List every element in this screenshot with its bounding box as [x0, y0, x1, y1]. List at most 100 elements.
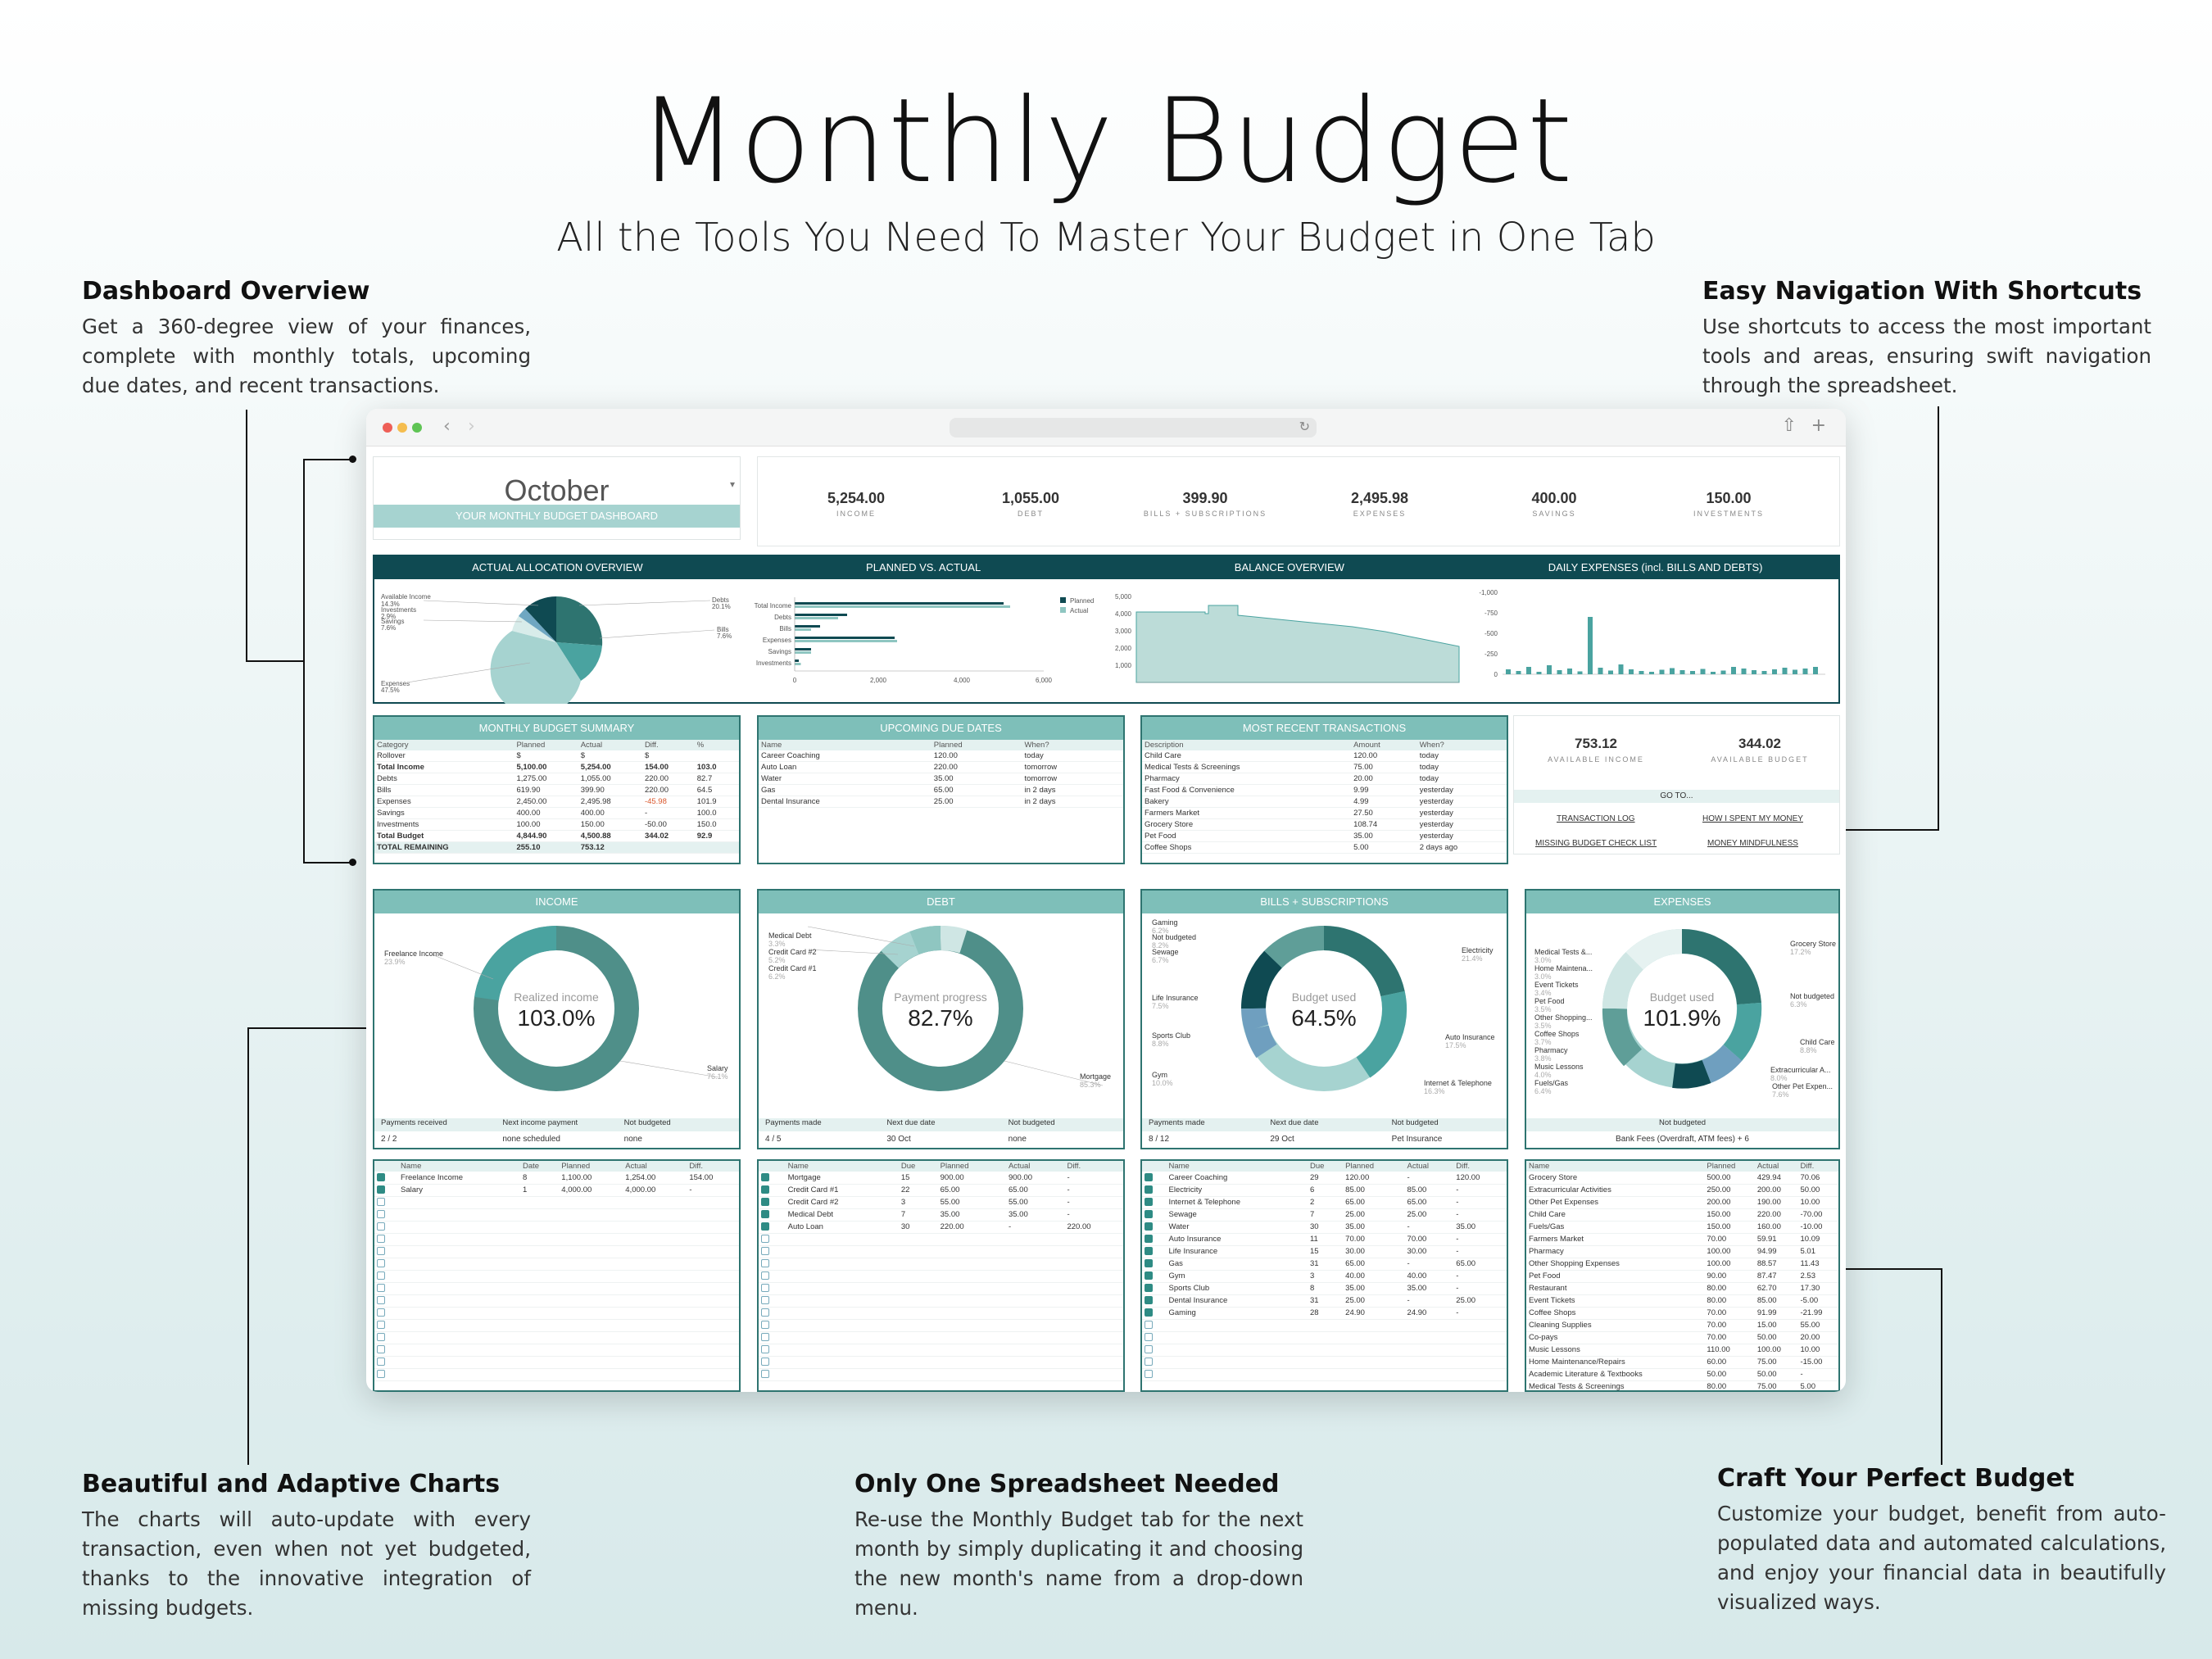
empty-cell[interactable]	[937, 1356, 1006, 1369]
empty-cell[interactable]	[898, 1282, 938, 1295]
paid-checkbox[interactable]	[761, 1296, 769, 1305]
paid-checkbox[interactable]	[1145, 1370, 1153, 1379]
empty-cell[interactable]	[519, 1331, 560, 1344]
empty-cell[interactable]	[559, 1258, 623, 1271]
empty-cell[interactable]	[623, 1368, 687, 1381]
empty-cell[interactable]	[1064, 1331, 1123, 1344]
empty-cell[interactable]	[519, 1208, 560, 1222]
paid-checkbox[interactable]	[761, 1173, 769, 1182]
empty-cell[interactable]	[1064, 1258, 1123, 1271]
empty-cell[interactable]	[687, 1319, 739, 1332]
empty-cell[interactable]	[687, 1196, 739, 1209]
empty-cell[interactable]	[559, 1245, 623, 1258]
back-arrow-icon[interactable]: ‹	[443, 416, 451, 437]
empty-cell[interactable]	[398, 1245, 520, 1258]
empty-cell[interactable]	[1307, 1368, 1344, 1381]
empty-cell[interactable]	[785, 1282, 899, 1295]
empty-cell[interactable]	[1343, 1368, 1405, 1381]
empty-cell[interactable]	[623, 1270, 687, 1283]
empty-cell[interactable]	[519, 1233, 560, 1246]
empty-cell[interactable]	[559, 1196, 623, 1209]
paid-checkbox[interactable]	[761, 1284, 769, 1293]
forward-arrow-icon[interactable]: ›	[468, 416, 475, 437]
empty-cell[interactable]	[785, 1307, 899, 1320]
empty-cell[interactable]	[1064, 1282, 1123, 1295]
empty-cell[interactable]	[559, 1282, 623, 1295]
empty-cell[interactable]	[1064, 1233, 1123, 1246]
empty-cell[interactable]	[687, 1233, 739, 1246]
empty-cell[interactable]	[1166, 1356, 1308, 1369]
empty-cell[interactable]	[1005, 1282, 1065, 1295]
empty-cell[interactable]	[519, 1344, 560, 1357]
reload-icon[interactable]: ↻	[1299, 419, 1310, 434]
empty-cell[interactable]	[1005, 1270, 1065, 1283]
empty-cell[interactable]	[398, 1356, 520, 1369]
empty-cell[interactable]	[623, 1245, 687, 1258]
empty-cell[interactable]	[687, 1294, 739, 1308]
empty-cell[interactable]	[1064, 1319, 1123, 1332]
paid-checkbox[interactable]	[377, 1296, 385, 1305]
empty-cell[interactable]	[687, 1282, 739, 1295]
empty-cell[interactable]	[1404, 1368, 1454, 1381]
empty-cell[interactable]	[559, 1319, 623, 1332]
empty-cell[interactable]	[785, 1245, 899, 1258]
paid-checkbox[interactable]	[761, 1321, 769, 1330]
paid-checkbox[interactable]	[1145, 1259, 1153, 1268]
empty-cell[interactable]	[1005, 1344, 1065, 1357]
empty-cell[interactable]	[398, 1344, 520, 1357]
empty-cell[interactable]	[623, 1331, 687, 1344]
paid-checkbox[interactable]	[377, 1321, 385, 1330]
new-tab-icon[interactable]: +	[1811, 415, 1826, 436]
empty-cell[interactable]	[898, 1294, 938, 1308]
paid-checkbox[interactable]	[761, 1235, 769, 1244]
paid-checkbox[interactable]	[761, 1185, 769, 1194]
empty-cell[interactable]	[398, 1319, 520, 1332]
link-transaction-log[interactable]: TRANSACTION LOG	[1557, 814, 1635, 823]
empty-cell[interactable]	[1404, 1344, 1454, 1357]
empty-cell[interactable]	[519, 1282, 560, 1295]
paid-checkbox[interactable]	[761, 1222, 769, 1231]
empty-cell[interactable]	[687, 1368, 739, 1381]
link-how-i-spent[interactable]: HOW I SPENT MY MONEY	[1702, 814, 1803, 823]
paid-checkbox[interactable]	[377, 1333, 385, 1342]
empty-cell[interactable]	[1404, 1356, 1454, 1369]
empty-cell[interactable]	[559, 1344, 623, 1357]
empty-cell[interactable]	[1005, 1294, 1065, 1308]
paid-checkbox[interactable]	[377, 1198, 385, 1207]
month-selector[interactable]: October ▾ YOUR MONTHLY BUDGET DASHBOARD	[373, 456, 741, 540]
paid-checkbox[interactable]	[377, 1173, 385, 1182]
empty-cell[interactable]	[1005, 1307, 1065, 1320]
empty-cell[interactable]	[687, 1245, 739, 1258]
close-window-button[interactable]	[383, 423, 392, 433]
paid-checkbox[interactable]	[377, 1284, 385, 1293]
empty-cell[interactable]	[1453, 1331, 1507, 1344]
paid-checkbox[interactable]	[377, 1271, 385, 1281]
empty-cell[interactable]	[937, 1245, 1006, 1258]
empty-cell[interactable]	[623, 1356, 687, 1369]
month-name[interactable]: October	[504, 474, 610, 507]
empty-cell[interactable]	[1064, 1294, 1123, 1308]
paid-checkbox[interactable]	[1145, 1296, 1153, 1305]
maximize-window-button[interactable]	[412, 423, 422, 433]
empty-cell[interactable]	[898, 1270, 938, 1283]
empty-cell[interactable]	[1404, 1319, 1454, 1332]
empty-cell[interactable]	[519, 1196, 560, 1209]
paid-checkbox[interactable]	[377, 1345, 385, 1354]
empty-cell[interactable]	[559, 1233, 623, 1246]
empty-cell[interactable]	[785, 1258, 899, 1271]
empty-cell[interactable]	[898, 1258, 938, 1271]
empty-cell[interactable]	[1453, 1319, 1507, 1332]
empty-cell[interactable]	[519, 1319, 560, 1332]
empty-cell[interactable]	[785, 1294, 899, 1308]
paid-checkbox[interactable]	[761, 1308, 769, 1317]
link-money-mindfulness[interactable]: MONEY MINDFULNESS	[1707, 839, 1798, 848]
paid-checkbox[interactable]	[377, 1185, 385, 1194]
empty-cell[interactable]	[1343, 1331, 1405, 1344]
empty-cell[interactable]	[898, 1356, 938, 1369]
empty-cell[interactable]	[519, 1245, 560, 1258]
empty-cell[interactable]	[1005, 1356, 1065, 1369]
empty-cell[interactable]	[1307, 1319, 1344, 1332]
empty-cell[interactable]	[1453, 1368, 1507, 1381]
empty-cell[interactable]	[623, 1196, 687, 1209]
empty-cell[interactable]	[519, 1294, 560, 1308]
